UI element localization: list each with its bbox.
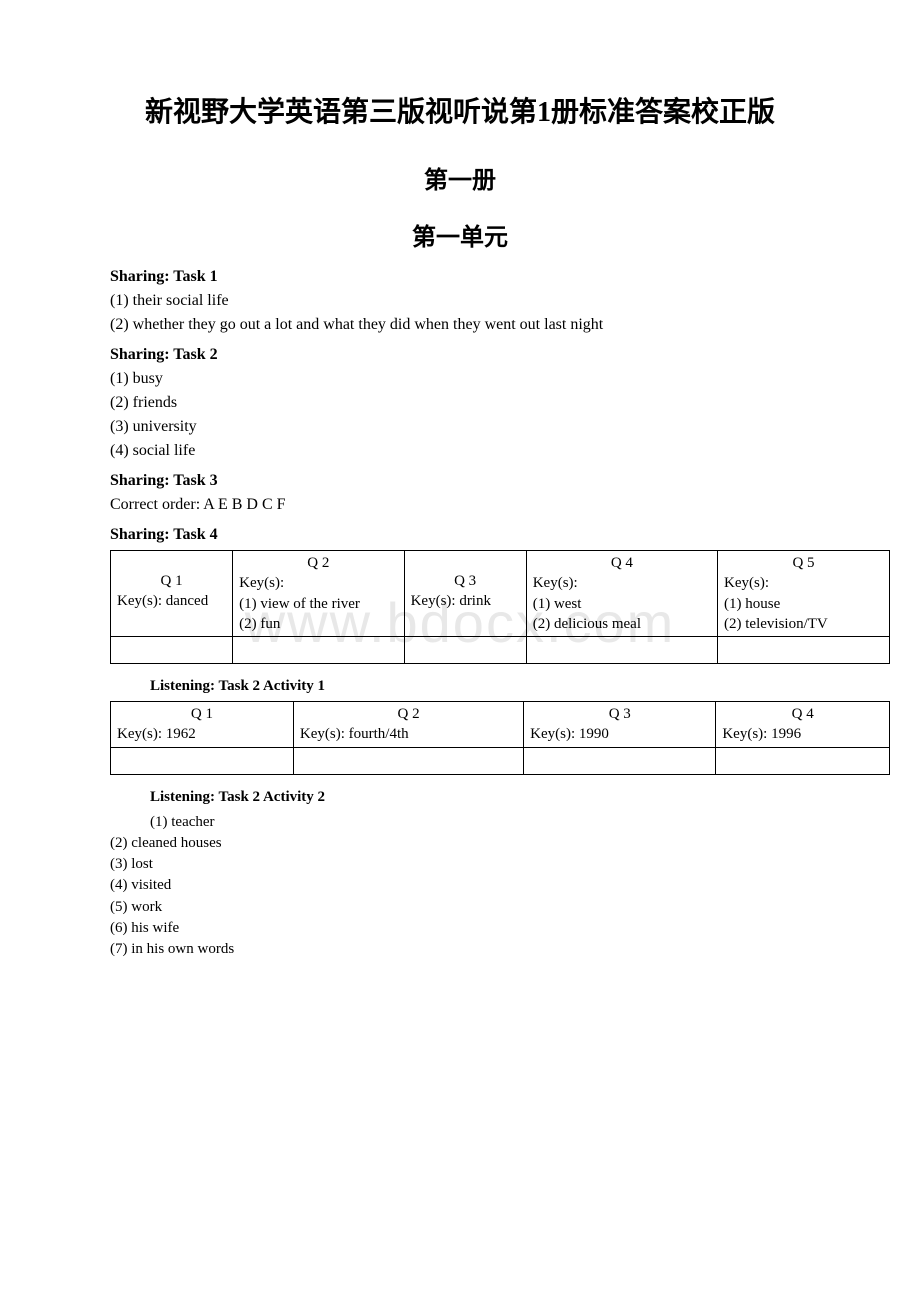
t4-cell-5: Q 5 Key(s): (1) house (2) television/TV — [718, 551, 890, 637]
l1-c4-q: Q 4 — [722, 704, 883, 724]
l1-c2-k: Key(s): fourth/4th — [300, 724, 517, 744]
t4-c4-k: Key(s): (1) west (2) delicious meal — [533, 573, 711, 634]
l1-c4-k: Key(s): 1996 — [722, 724, 883, 744]
section-title: 第一单元 — [70, 217, 850, 252]
t4-c2-k: Key(s): (1) view of the river (2) fun — [239, 573, 397, 634]
task2-item4: (4) social life — [70, 442, 850, 460]
l1-c2-q: Q 2 — [300, 704, 517, 724]
l1-c1-k: Key(s): 1962 — [117, 724, 287, 744]
t4-c1-k: Key(s): danced — [117, 591, 226, 611]
main-title: 新视野大学英语第三版视听说第1册标准答案校正版 — [70, 90, 850, 130]
t4-c1-q: Q 1 — [117, 571, 226, 591]
sharing-task4-table: Q 1 Key(s): danced Q 2 Key(s): (1) view … — [110, 550, 890, 664]
t4-c5-k: Key(s): (1) house (2) television/TV — [724, 573, 883, 634]
t4-cell-1: Q 1 Key(s): danced — [111, 551, 233, 637]
t2a2-item5: (5) work — [70, 897, 850, 917]
sharing-task2-heading: Sharing: Task 2 — [70, 346, 850, 364]
l1-c1-q: Q 1 — [117, 704, 287, 724]
task2-item3: (3) university — [70, 418, 850, 436]
t2a2-item4: (4) visited — [70, 875, 850, 895]
listening-t2a2-heading: Listening: Task 2 Activity 2 — [70, 789, 850, 806]
t4-c3-k: Key(s): drink — [411, 591, 520, 611]
sharing-task3-heading: Sharing: Task 3 — [70, 472, 850, 490]
sharing-task1-heading: Sharing: Task 1 — [70, 268, 850, 286]
l1-c3-q: Q 3 — [530, 704, 709, 724]
t4-c3-q: Q 3 — [411, 571, 520, 591]
task2-item2: (2) friends — [70, 394, 850, 412]
t4-empty-row — [111, 637, 890, 664]
task1-item2: (2) whether they go out a lot and what t… — [70, 316, 850, 334]
task1-item1: (1) their social life — [70, 292, 850, 310]
t2a2-item1: (1) teacher — [70, 812, 850, 832]
sub-title: 第一册 — [70, 160, 850, 195]
l1-cell-1: Q 1 Key(s): 1962 — [111, 702, 294, 748]
t2a2-item2: (2) cleaned houses — [70, 833, 850, 853]
t2a2-item6: (6) his wife — [70, 918, 850, 938]
task3-text: Correct order: A E B D C F — [70, 496, 850, 514]
l1-cell-4: Q 4 Key(s): 1996 — [716, 702, 890, 748]
t2a2-item7: (7) in his own words — [70, 939, 850, 959]
l1-cell-3: Q 3 Key(s): 1990 — [524, 702, 716, 748]
l1-empty-row — [111, 747, 890, 774]
t2a2-item3: (3) lost — [70, 854, 850, 874]
l1-cell-2: Q 2 Key(s): fourth/4th — [293, 702, 523, 748]
t4-cell-2: Q 2 Key(s): (1) view of the river (2) fu… — [233, 551, 404, 637]
task2-item1: (1) busy — [70, 370, 850, 388]
t4-cell-3: Q 3 Key(s): drink — [404, 551, 526, 637]
listening-t2a1-heading: Listening: Task 2 Activity 1 — [70, 678, 850, 695]
sharing-task4-heading: Sharing: Task 4 — [70, 526, 850, 544]
t4-c4-q: Q 4 — [533, 553, 711, 573]
t4-c5-q: Q 5 — [724, 553, 883, 573]
t4-cell-4: Q 4 Key(s): (1) west (2) delicious meal — [526, 551, 717, 637]
listening-t2a1-table: Q 1 Key(s): 1962 Q 2 Key(s): fourth/4th … — [110, 701, 890, 775]
l1-c3-k: Key(s): 1990 — [530, 724, 709, 744]
t4-c2-q: Q 2 — [239, 553, 397, 573]
